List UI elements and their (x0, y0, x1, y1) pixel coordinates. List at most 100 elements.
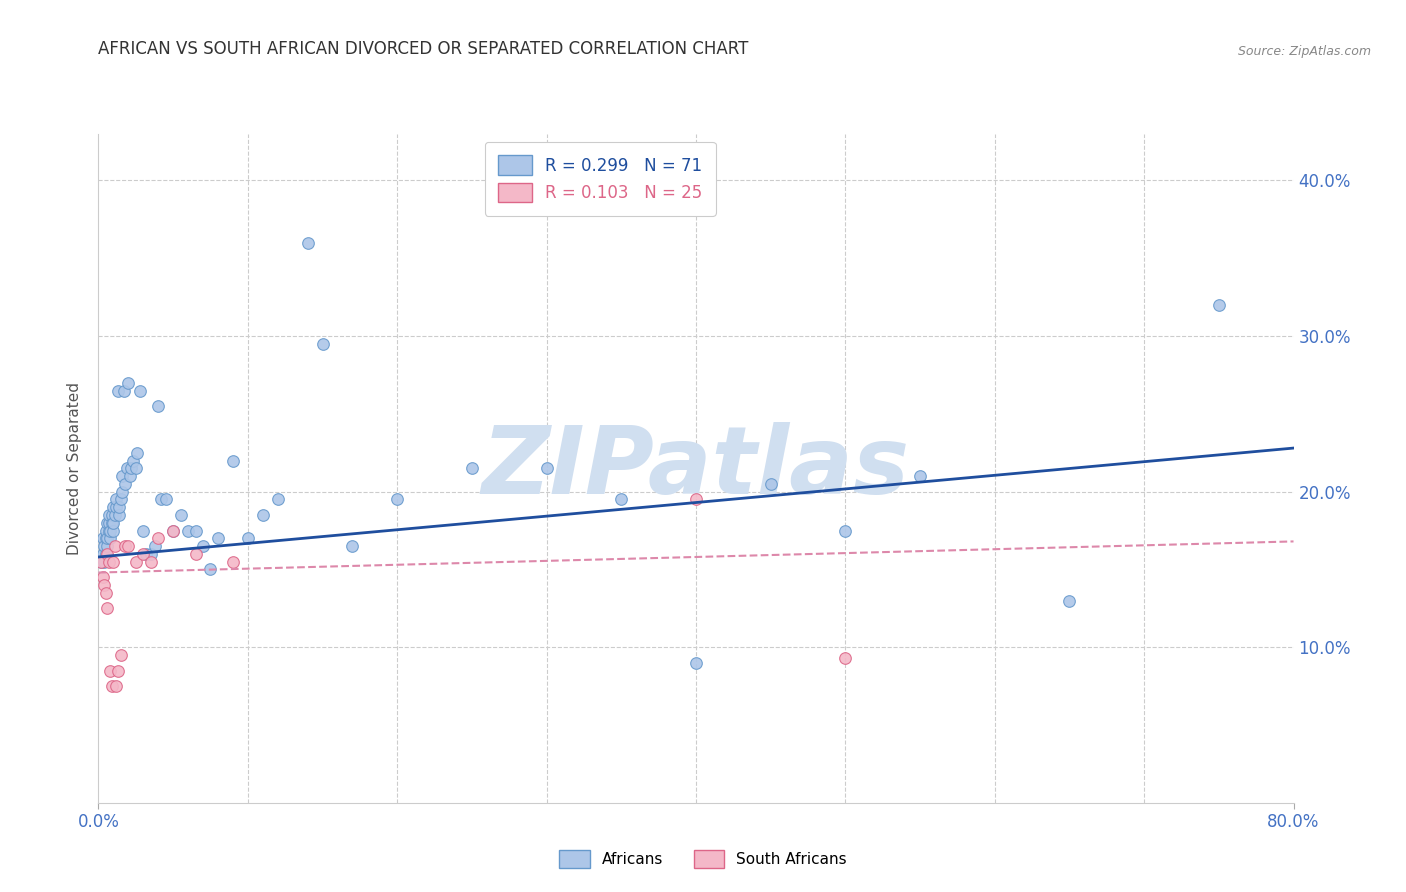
Point (125, 555, 148, 569)
Point (101, 516, 124, 530)
Point (103, 500, 125, 515)
Point (93, 555, 115, 569)
Point (96, 531, 118, 545)
Point (685, 656, 707, 670)
Point (114, 539, 136, 553)
Point (105, 492, 128, 507)
Point (908, 469, 931, 483)
Point (148, 399, 170, 413)
Point (150, 492, 173, 507)
Point (90, 555, 112, 569)
Point (685, 492, 707, 507)
Point (96, 547, 118, 561)
Point (121, 453, 143, 467)
Point (90, 555, 112, 569)
Text: Source: ZipAtlas.com: Source: ZipAtlas.com (1237, 45, 1371, 58)
Point (148, 531, 170, 545)
Point (103, 555, 125, 569)
Point (100, 664, 122, 678)
Text: ZIPatlas: ZIPatlas (482, 422, 910, 515)
Point (103, 524, 125, 538)
Point (111, 484, 134, 499)
Point (162, 524, 184, 538)
Point (97, 508, 120, 522)
Point (100, 531, 122, 545)
Point (96, 516, 118, 530)
Point (110, 492, 132, 507)
Point (118, 469, 141, 483)
Point (342, 539, 364, 553)
Point (177, 524, 200, 538)
Point (267, 492, 290, 507)
Point (91, 570, 114, 584)
Point (96, 601, 118, 615)
Point (759, 476, 782, 491)
Point (536, 461, 558, 475)
Point (143, 539, 166, 553)
Point (105, 500, 128, 515)
Point (222, 555, 245, 569)
Point (252, 508, 274, 522)
Point (108, 500, 131, 515)
Point (184, 524, 207, 538)
Point (834, 651, 856, 665)
Point (222, 453, 245, 467)
Point (1208, 298, 1230, 312)
Point (91, 547, 114, 561)
Point (127, 446, 149, 460)
Point (104, 508, 127, 522)
Point (461, 461, 484, 475)
Point (101, 679, 124, 693)
Point (132, 547, 155, 561)
Y-axis label: Divorced or Separated: Divorced or Separated (67, 382, 83, 555)
Point (132, 524, 155, 538)
Point (94, 547, 117, 561)
Point (101, 508, 124, 522)
Point (97, 516, 120, 530)
Point (94, 524, 117, 538)
Point (96, 539, 118, 553)
Point (834, 524, 856, 538)
Point (184, 547, 207, 561)
Point (97, 524, 120, 538)
Point (169, 508, 191, 522)
Point (112, 384, 135, 398)
Point (110, 648, 132, 662)
Text: AFRICAN VS SOUTH AFRICAN DIVORCED OR SEPARATED CORRELATION CHART: AFRICAN VS SOUTH AFRICAN DIVORCED OR SEP… (98, 40, 749, 58)
Legend: Africans, South Africans: Africans, South Africans (551, 843, 855, 875)
Point (125, 461, 148, 475)
Point (139, 555, 162, 569)
Point (162, 524, 184, 538)
Point (91, 531, 114, 545)
Point (108, 508, 131, 522)
Point (236, 531, 259, 545)
Point (155, 492, 177, 507)
Point (311, 336, 333, 351)
Point (610, 492, 633, 507)
Point (105, 679, 128, 693)
Point (97, 555, 120, 569)
Point (385, 492, 409, 507)
Point (93, 539, 115, 553)
Point (207, 531, 229, 545)
Point (120, 461, 142, 475)
Point (107, 664, 129, 678)
Point (135, 547, 157, 561)
Point (107, 384, 129, 398)
Point (115, 461, 138, 475)
Point (94, 586, 117, 600)
Point (117, 539, 139, 553)
Point (114, 476, 136, 491)
Point (1059, 593, 1081, 607)
Point (200, 562, 222, 576)
Point (117, 376, 139, 390)
Point (191, 539, 214, 553)
Legend: R = 0.299   N = 71, R = 0.103   N = 25: R = 0.299 N = 71, R = 0.103 N = 25 (485, 142, 716, 216)
Point (93, 578, 115, 592)
Point (103, 516, 125, 530)
Point (129, 384, 152, 398)
Point (111, 469, 134, 483)
Point (297, 235, 319, 250)
Point (100, 524, 122, 538)
Point (139, 547, 162, 561)
